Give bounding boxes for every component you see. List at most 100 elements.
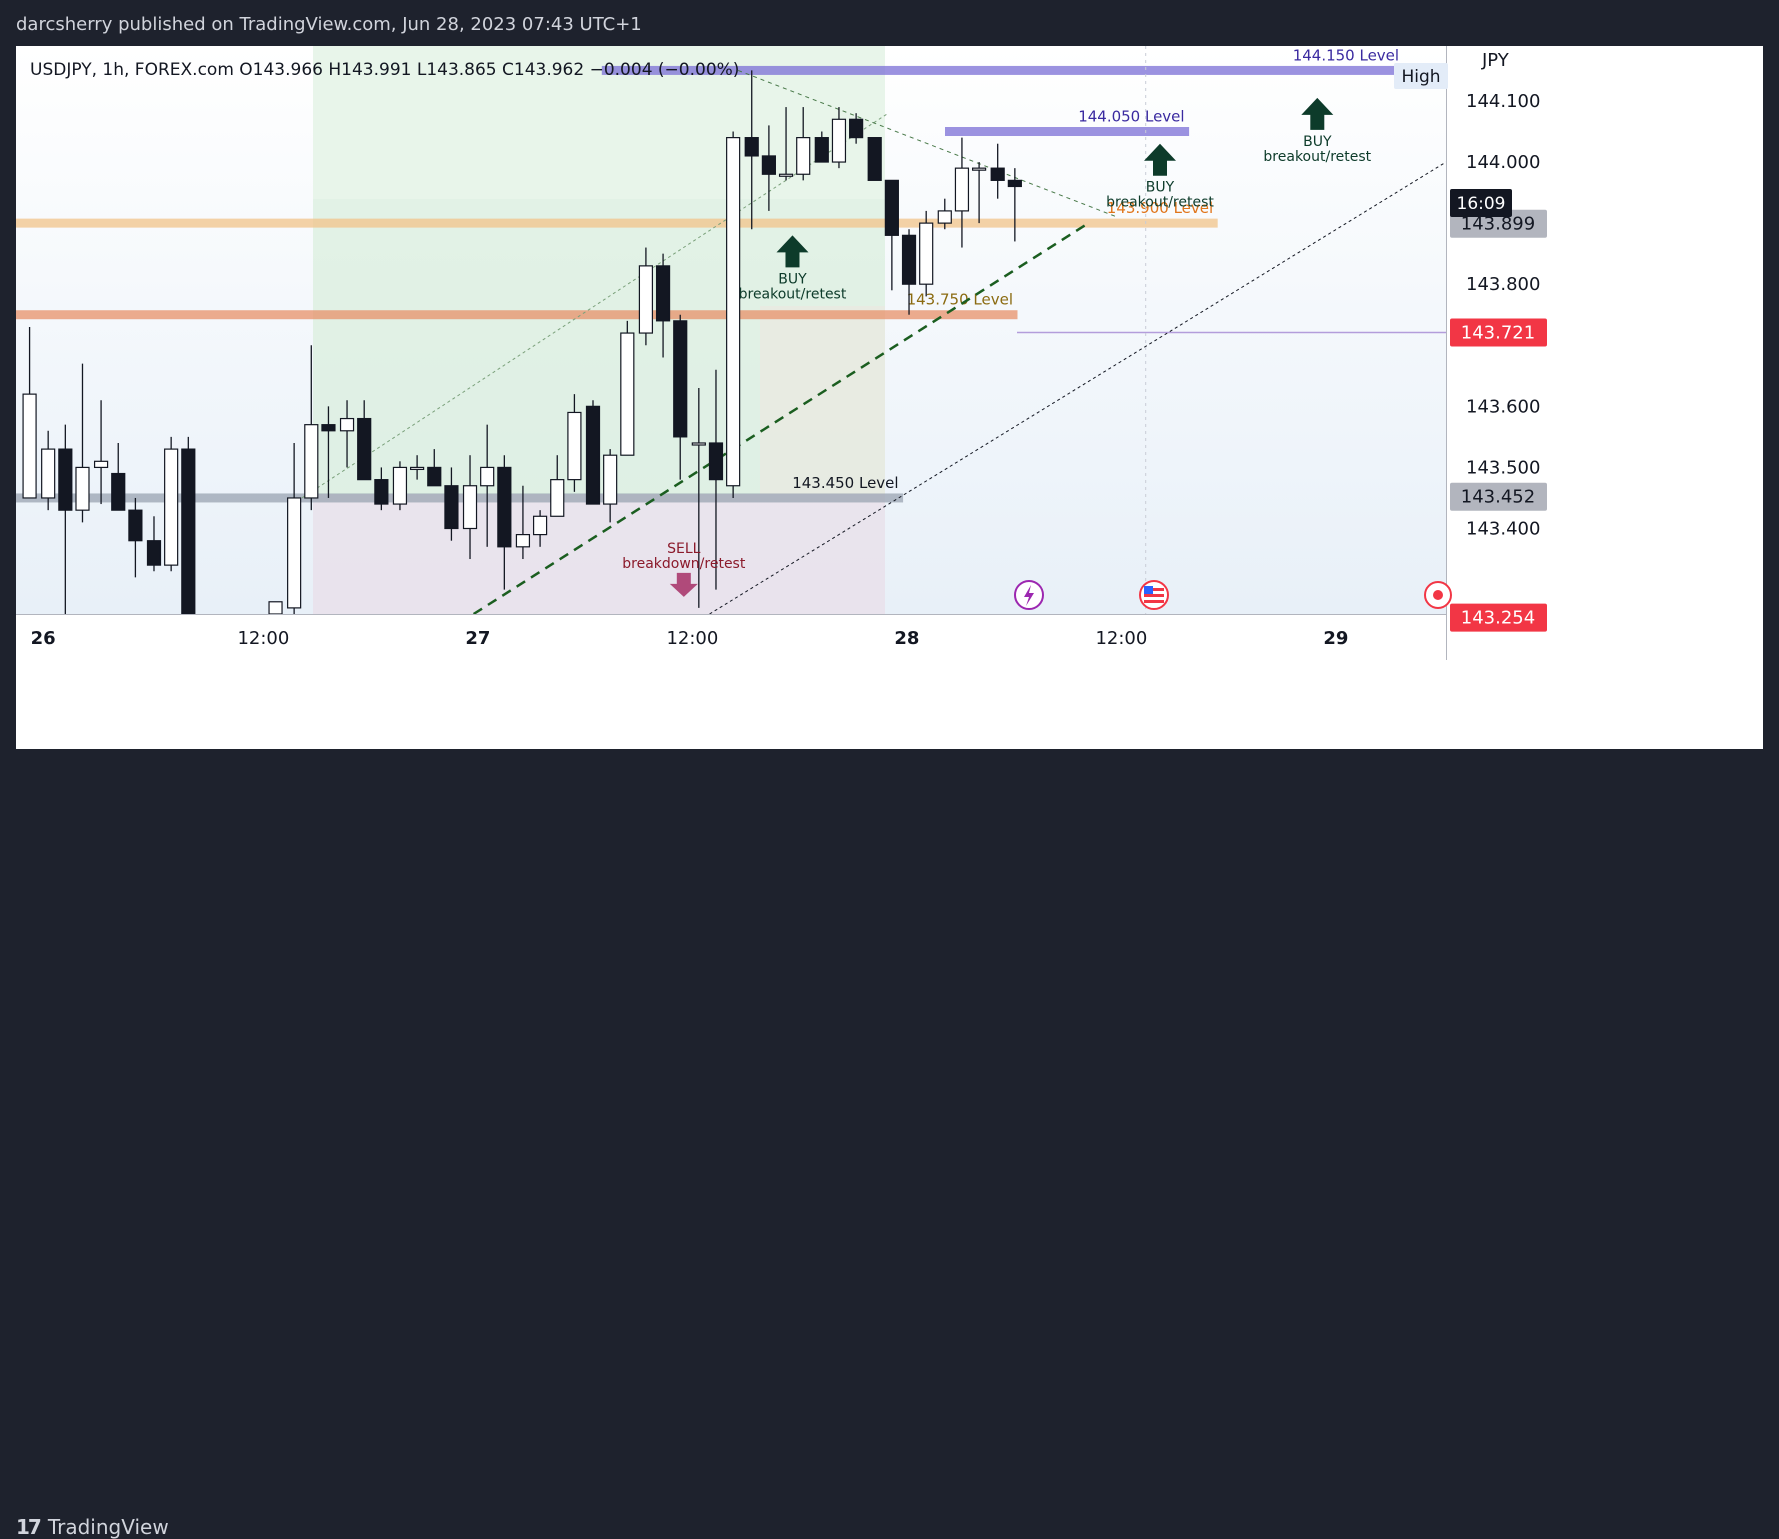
channel-line-upper[interactable]	[301, 112, 889, 499]
candle-body[interactable]	[691, 442, 706, 446]
candle-body[interactable]	[901, 234, 917, 285]
candle-body[interactable]	[304, 424, 319, 499]
candle-body[interactable]	[919, 222, 934, 285]
x-tick-label: 12:00	[1095, 628, 1147, 649]
candle-body[interactable]	[321, 424, 336, 432]
candle-body[interactable]	[410, 466, 425, 471]
buy-sublabel: breakout/retest	[1263, 149, 1371, 165]
candle-body[interactable]	[585, 405, 601, 505]
y-tick-label: 144.100	[1466, 91, 1540, 112]
buy-label: BUY	[1146, 180, 1175, 196]
publisher-line: darcsherry published on TradingView.com,…	[16, 14, 642, 35]
x-tick-label: 27	[465, 628, 490, 649]
candle-body[interactable]	[550, 479, 565, 517]
candle-body[interactable]	[867, 137, 882, 181]
high-badge	[1394, 63, 1448, 89]
candle-body[interactable]	[567, 411, 582, 481]
candle-body[interactable]	[761, 155, 776, 175]
currency-label: JPY	[1481, 50, 1510, 71]
candle-body[interactable]	[515, 534, 531, 548]
candle-body[interactable]	[796, 137, 811, 175]
candle-body[interactable]	[884, 179, 899, 236]
candle-body[interactable]	[778, 173, 794, 177]
candle-body[interactable]	[673, 320, 688, 438]
buy-arrow-icon[interactable]	[1301, 97, 1334, 130]
candle-body[interactable]	[392, 466, 408, 505]
candle-body[interactable]	[146, 540, 162, 566]
publisher-bar: darcsherry published on TradingView.com,…	[0, 0, 1779, 46]
level-label: 143.450 Level	[792, 474, 898, 492]
descending-line[interactable]	[737, 69, 1118, 218]
candle-body[interactable]	[58, 448, 73, 511]
price-label: 143.254	[1461, 608, 1535, 629]
sell-sublabel: breakdown/retest	[622, 556, 746, 572]
brand-label: TradingView	[47, 1515, 169, 1539]
candle-body[interactable]	[427, 466, 442, 487]
rising-trendline[interactable]	[472, 222, 1090, 616]
candle-body[interactable]	[444, 485, 459, 530]
candle-body[interactable]	[41, 448, 56, 499]
flag-stripe-icon	[1144, 588, 1164, 591]
x-tick-label: 28	[894, 628, 919, 649]
candle-body[interactable]	[726, 137, 741, 487]
candle-body[interactable]	[655, 265, 671, 322]
candle-body[interactable]	[1007, 179, 1022, 188]
candle-body[interactable]	[849, 118, 864, 139]
candle-body[interactable]	[954, 167, 970, 212]
candle-body[interactable]	[497, 466, 512, 548]
candle-body[interactable]	[603, 454, 618, 505]
tradingview-logo[interactable]: 17 TradingView	[16, 1515, 169, 1539]
candle-body[interactable]	[462, 485, 478, 530]
candle-body[interactable]	[708, 442, 724, 481]
price-label: 143.899	[1461, 214, 1535, 235]
candle-body[interactable]	[990, 167, 1005, 181]
channel-line[interactable]	[709, 161, 1447, 615]
candle-body[interactable]	[374, 479, 389, 505]
candle-body[interactable]	[971, 167, 987, 171]
candle-body[interactable]	[93, 460, 109, 469]
candle-body[interactable]	[357, 417, 372, 481]
flag-canton-icon	[1144, 586, 1153, 594]
y-tick-label: 143.800	[1466, 274, 1540, 295]
x-tick-label: 29	[1323, 628, 1348, 649]
level-band[interactable]	[945, 127, 1190, 137]
candle-body[interactable]	[128, 509, 143, 542]
candle-body[interactable]	[75, 466, 90, 511]
candle-body[interactable]	[814, 137, 829, 163]
candle-body[interactable]	[111, 472, 126, 511]
candle-body[interactable]	[181, 448, 196, 615]
x-tick-label: 12:00	[666, 628, 718, 649]
level-label: 144.050 Level	[1078, 108, 1184, 126]
candle-body[interactable]	[339, 417, 355, 432]
sell-arrow-icon[interactable]	[669, 572, 698, 597]
candle-body[interactable]	[287, 497, 302, 609]
buy-arrow-icon[interactable]	[776, 235, 809, 268]
footer: 17 TradingView	[0, 749, 1779, 1539]
level-band[interactable]	[15, 493, 904, 503]
candle-body[interactable]	[744, 137, 759, 157]
candle-body[interactable]	[638, 265, 654, 334]
sell-label: SELL	[667, 541, 701, 557]
entry-zone	[760, 306, 885, 494]
candle-body[interactable]	[620, 332, 635, 456]
high-label: High	[1401, 67, 1440, 87]
ohlc-legend: USDJPY, 1h, FOREX.com O143.966 H143.991 …	[30, 60, 740, 80]
price-label: 143.452	[1461, 487, 1535, 508]
level-band[interactable]	[15, 310, 1018, 320]
candle-body[interactable]	[268, 601, 283, 615]
buy-label: BUY	[1303, 134, 1332, 150]
level-label: 144.150 Level	[1293, 46, 1399, 64]
candle-body[interactable]	[22, 393, 37, 499]
countdown-badge	[1450, 189, 1512, 217]
countdown-timer: 16:09	[1457, 194, 1506, 214]
candle-body[interactable]	[532, 515, 548, 536]
chart-frame[interactable]: 144.150 Level 144.050 Level 143.900 Level 1…	[15, 46, 1763, 749]
candle-body[interactable]	[831, 118, 847, 163]
candlestick-chart[interactable]: 144.150 Level 144.050 Level 143.900 Level 1…	[15, 46, 1763, 749]
level-band[interactable]	[15, 218, 1218, 228]
candle-body[interactable]	[937, 210, 952, 224]
candle-body[interactable]	[164, 448, 179, 566]
candle-body[interactable]	[480, 466, 495, 487]
time-axis-border	[16, 614, 1446, 615]
buy-arrow-icon[interactable]	[1144, 143, 1176, 176]
